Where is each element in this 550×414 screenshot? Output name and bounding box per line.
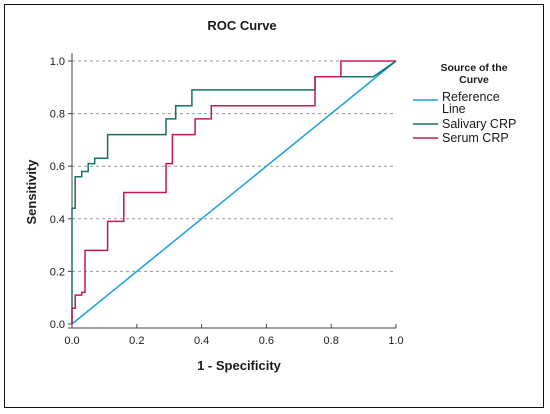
legend-label-serum: Serum CRP <box>442 131 509 145</box>
legend-title-line2: Curve <box>459 74 489 86</box>
series-lines <box>71 60 397 325</box>
x-tick-labels: 0.0 0.2 0.4 0.6 0.8 1.0 <box>64 335 403 347</box>
grid <box>72 60 396 272</box>
y-tick-label-3: 0.6 <box>50 161 65 173</box>
legend-label-salivary: Salivary CRP <box>442 117 516 131</box>
legend-title-line1: Source of the <box>440 62 507 74</box>
x-tick-label-1: 0.2 <box>129 335 144 347</box>
legend: Source of the Curve Reference Line Saliv… <box>413 62 516 145</box>
y-tick-label-5: 1.0 <box>50 56 65 68</box>
y-tick-label-0: 0.0 <box>50 319 65 331</box>
x-axis-title: 1 - Specificity <box>197 358 282 373</box>
series-line-salivary <box>71 60 397 324</box>
chart-title: ROC Curve <box>207 18 276 33</box>
legend-label-reference-line2: Line <box>442 102 466 116</box>
y-tick-label-4: 0.8 <box>50 109 65 121</box>
y-tick-label-1: 0.2 <box>50 266 65 278</box>
x-tick-label-4: 0.8 <box>324 335 339 347</box>
x-tick-label-2: 0.4 <box>194 335 209 347</box>
legend-label-reference-line1: Reference <box>442 90 500 104</box>
x-tick-label-0: 0.0 <box>64 335 79 347</box>
chart-frame <box>4 4 544 408</box>
y-axis-title: Sensitivity <box>24 159 39 225</box>
y-tick-labels: 0.0 0.2 0.4 0.6 0.8 1.0 <box>50 56 65 331</box>
y-tick-label-2: 0.4 <box>50 214 65 226</box>
series-line-reference <box>71 60 397 325</box>
x-tick-label-3: 0.6 <box>259 335 274 347</box>
x-tick-label-5: 1.0 <box>388 335 403 347</box>
series-line-serum <box>71 60 396 324</box>
